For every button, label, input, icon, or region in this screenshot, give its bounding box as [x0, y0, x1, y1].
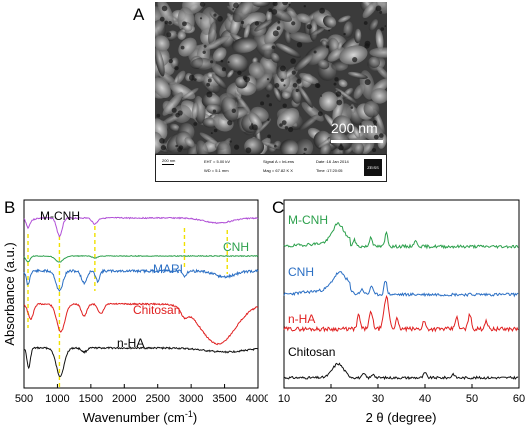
ftir-label-mcnh: M-CNH — [40, 209, 80, 223]
ftir-xtick-label: 1000 — [45, 393, 69, 405]
ftir-label-chitosan: Chitosan — [133, 303, 180, 317]
ftir-xtick-label: 3000 — [179, 393, 203, 405]
xrd-label-mcnh: M-CNH — [288, 213, 328, 227]
xrd-label-cnh: CNH — [288, 265, 314, 279]
info-scale-line — [162, 164, 174, 165]
sem-image: 200 nm — [155, 2, 387, 182]
info-mag: Mag = 67.82 K X — [263, 168, 293, 173]
ftir-line-cnh — [23, 254, 259, 263]
xrd-line-mcnh — [283, 222, 519, 250]
xrd-xlabel: 2 θ (degree) — [366, 410, 437, 425]
xrd-label-chitosan: Chitosan — [288, 345, 335, 359]
xrd-line-nha — [283, 294, 519, 333]
ftir-xtick-label: 500 — [15, 393, 33, 405]
ftir-xtick-label: 2500 — [145, 393, 169, 405]
xrd-xtick-label: 40 — [419, 393, 431, 405]
xrd-frame — [283, 199, 520, 389]
info-date: Date :16 Jan 2014 — [316, 159, 349, 164]
ftir-line-nha — [23, 346, 259, 378]
info-eht: EHT = 5.00 kV — [204, 159, 231, 164]
ftir-ylabel: Absorbance (a.u.) — [2, 242, 17, 345]
ftir-label-cnh: CNH — [223, 240, 249, 254]
ftir-xaxis: 500 1000 1500 2000 2500 3000 3500 4000 — [15, 384, 268, 405]
scale-bar-line — [331, 140, 383, 143]
sem-texture — [155, 2, 387, 164]
ftir-line-chitosan — [23, 302, 259, 346]
ftir-label-mari: MARI — [153, 262, 183, 276]
ftir-xtick-label: 3500 — [212, 393, 236, 405]
ftir-guides — [27, 226, 228, 388]
info-scale: 200 nm — [162, 158, 176, 163]
ftir-xtick-label: 1500 — [79, 393, 103, 405]
scale-bar-label: 200 nm — [331, 120, 378, 136]
ftir-xlabel: Wavenumber (cm-1) — [83, 409, 197, 425]
zeiss-logo: ZEISS — [364, 159, 382, 176]
xrd-line-cnh — [283, 271, 519, 298]
ftir-label-nha: n-HA — [117, 336, 144, 350]
panel-c-letter: C — [272, 198, 285, 217]
ftir-xtick-label: 2000 — [112, 393, 136, 405]
xrd-xtick-label: 30 — [372, 393, 384, 405]
sem-info-bar: 200 nm EHT = 5.00 kV WD = 5.1 mm Signal … — [155, 154, 387, 182]
xrd-xaxis: 10 20 30 40 50 60 — [278, 384, 525, 405]
ftir-xtick-label: 4000 — [246, 393, 268, 405]
xrd-chart: 10 20 30 40 50 60 2 θ (degree) M-CNH CNH n-HA… — [278, 199, 525, 425]
info-signal: Signal A = InLens — [263, 159, 295, 164]
xrd-line-chitosan — [283, 362, 519, 381]
info-time: Time :17:20:05 — [316, 168, 343, 173]
ftir-line-mcnh — [23, 216, 259, 238]
xrd-xtick-label: 50 — [466, 393, 478, 405]
info-wd: WD = 5.1 mm — [204, 168, 229, 173]
xrd-label-nha: n-HA — [288, 312, 315, 326]
panel-b-letter: B — [4, 198, 16, 217]
xrd-xtick-label: 60 — [513, 393, 525, 405]
xrd-xtick-label: 20 — [325, 393, 337, 405]
panel-a-letter: A — [133, 5, 145, 24]
ftir-chart: Absorbance (a.u.) 500 1000 1500 2000 2500 300… — [2, 199, 268, 425]
ftir-line-mari — [23, 268, 259, 292]
xrd-xtick-label: 10 — [278, 393, 290, 405]
ftir-frame — [23, 199, 259, 389]
